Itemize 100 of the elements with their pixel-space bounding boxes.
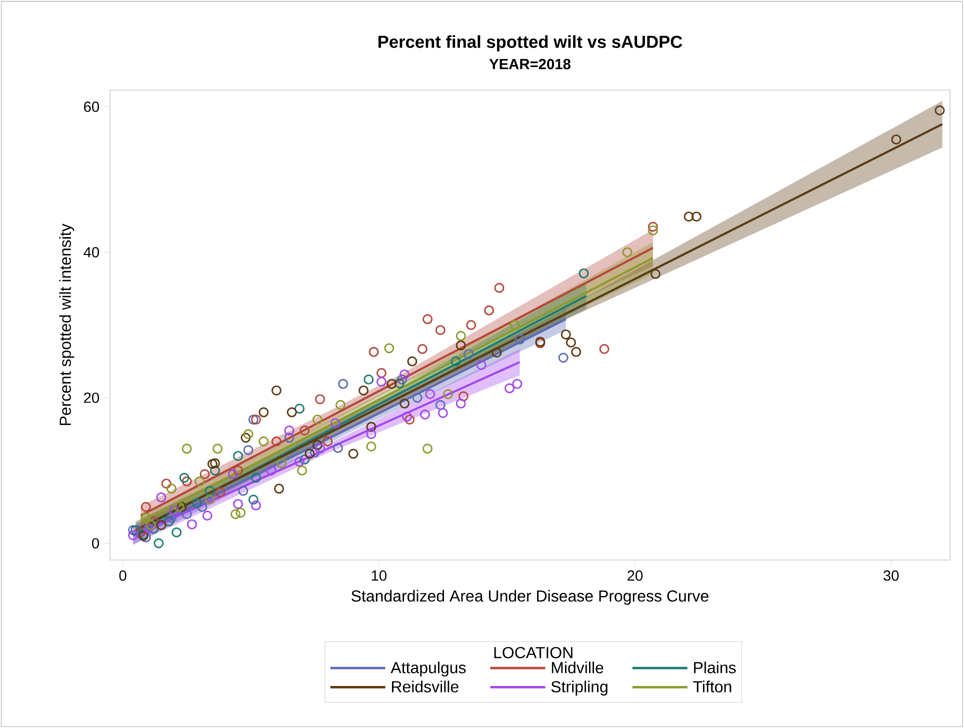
point bbox=[420, 409, 430, 420]
point bbox=[622, 247, 632, 258]
point bbox=[300, 425, 310, 436]
point bbox=[274, 484, 284, 494]
point bbox=[248, 414, 258, 425]
point bbox=[312, 414, 322, 425]
point bbox=[412, 392, 422, 403]
point bbox=[182, 444, 192, 454]
point bbox=[276, 458, 287, 468]
point bbox=[464, 349, 474, 360]
point bbox=[148, 524, 159, 534]
point bbox=[250, 414, 261, 425]
point bbox=[236, 508, 246, 518]
point bbox=[164, 516, 174, 526]
legend-label: Midville bbox=[552, 662, 604, 674]
point bbox=[458, 391, 468, 402]
point bbox=[402, 412, 412, 422]
point bbox=[404, 414, 415, 425]
point bbox=[215, 487, 226, 498]
point bbox=[368, 346, 379, 357]
point bbox=[233, 498, 244, 509]
point bbox=[148, 516, 159, 526]
point bbox=[166, 484, 176, 494]
y-tick-label: 20 bbox=[84, 392, 100, 403]
point bbox=[136, 527, 146, 538]
point bbox=[194, 476, 205, 486]
point bbox=[240, 432, 251, 443]
point bbox=[156, 520, 166, 530]
point bbox=[599, 344, 610, 354]
point bbox=[182, 476, 192, 486]
point bbox=[210, 458, 220, 468]
point bbox=[128, 525, 138, 536]
point bbox=[438, 408, 448, 418]
point bbox=[297, 465, 308, 476]
point bbox=[300, 454, 310, 465]
point bbox=[504, 383, 515, 394]
legend-label: Stripling bbox=[551, 680, 608, 696]
point bbox=[330, 418, 340, 428]
point bbox=[176, 502, 187, 512]
point bbox=[154, 538, 164, 548]
point bbox=[140, 502, 151, 512]
point bbox=[130, 525, 141, 536]
point bbox=[212, 444, 223, 454]
point bbox=[456, 340, 466, 350]
point bbox=[315, 394, 326, 404]
legend-label: Tifton bbox=[693, 680, 732, 692]
point bbox=[156, 492, 166, 502]
point bbox=[200, 469, 210, 480]
point bbox=[456, 398, 466, 409]
point bbox=[335, 400, 346, 410]
point bbox=[425, 389, 436, 400]
point bbox=[400, 369, 410, 380]
point bbox=[238, 486, 248, 496]
point bbox=[233, 450, 244, 461]
point bbox=[514, 334, 525, 345]
point bbox=[204, 486, 215, 496]
point bbox=[146, 520, 156, 530]
legend-label: Plains bbox=[694, 662, 736, 674]
point bbox=[558, 352, 568, 363]
point bbox=[376, 376, 386, 387]
point bbox=[233, 465, 244, 476]
point bbox=[466, 320, 476, 330]
x-axis-title: Standardized Area Under Disease Progress Curve bbox=[352, 590, 708, 605]
point bbox=[140, 532, 151, 542]
point bbox=[312, 440, 322, 450]
point bbox=[376, 368, 386, 378]
point bbox=[207, 458, 218, 469]
point bbox=[204, 494, 215, 505]
point bbox=[228, 469, 238, 480]
point bbox=[512, 378, 522, 389]
x-tick-label: 30 bbox=[884, 570, 899, 581]
point bbox=[172, 527, 182, 538]
point bbox=[366, 441, 376, 452]
point bbox=[197, 502, 208, 512]
x-tick-label: 20 bbox=[628, 570, 643, 581]
point bbox=[407, 356, 418, 366]
point bbox=[332, 442, 343, 453]
point bbox=[250, 500, 261, 510]
point bbox=[258, 407, 269, 418]
point bbox=[358, 385, 369, 396]
point bbox=[650, 269, 660, 280]
point bbox=[348, 448, 358, 459]
point bbox=[366, 429, 376, 440]
point bbox=[571, 346, 582, 357]
point bbox=[691, 212, 702, 222]
point bbox=[891, 134, 902, 144]
legend-title: LOCATION bbox=[494, 646, 572, 658]
point bbox=[338, 378, 348, 389]
point bbox=[315, 444, 326, 454]
point bbox=[192, 498, 202, 508]
chart-subtitle: YEAR=2018 bbox=[489, 58, 570, 70]
point bbox=[386, 378, 397, 389]
point bbox=[443, 389, 454, 400]
point bbox=[400, 398, 410, 409]
point bbox=[169, 506, 180, 516]
chart-title: Percent final spotted wilt vs sAUDPC bbox=[378, 35, 682, 52]
point bbox=[684, 212, 694, 222]
point bbox=[566, 337, 576, 348]
point bbox=[364, 374, 374, 385]
point bbox=[161, 478, 172, 489]
